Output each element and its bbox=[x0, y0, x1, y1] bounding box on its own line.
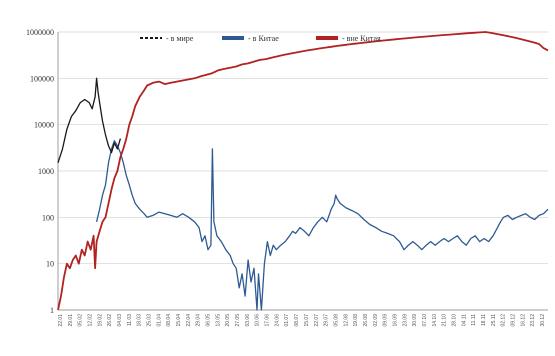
x-tick-label: 05.08 bbox=[333, 314, 339, 327]
x-tick-label: 08.07 bbox=[294, 314, 300, 327]
gridlines bbox=[57, 31, 548, 311]
plot-area bbox=[57, 31, 549, 311]
x-tick-label: 22.04 bbox=[186, 314, 192, 327]
x-tick-label: 25.11 bbox=[491, 314, 497, 326]
y-tick-label: 10 bbox=[46, 260, 54, 269]
series-line bbox=[57, 77, 122, 164]
x-tick-label: 02.09 bbox=[373, 314, 379, 327]
x-tick-label: 11.03 bbox=[127, 314, 133, 326]
x-tick-label: 03.06 bbox=[245, 314, 251, 327]
x-tick-label: 09.09 bbox=[383, 314, 389, 327]
x-tick-label: 30.09 bbox=[412, 314, 418, 327]
x-tick-label: 16.12 bbox=[520, 314, 526, 327]
x-axis: 22.01 29.01 05.02 12.02 19.02 26.02 04.03 11.03… bbox=[58, 314, 546, 327]
x-tick-label: 13.05 bbox=[215, 314, 221, 327]
legend-label: - в Китае bbox=[248, 34, 279, 43]
x-tick-label: 10.06 bbox=[255, 314, 261, 327]
x-tick-label: 27.05 bbox=[235, 314, 241, 327]
y-tick-label: 1000 bbox=[38, 167, 54, 176]
legend-label: - вне Китая bbox=[342, 34, 381, 43]
x-tick-label: 12.02 bbox=[88, 314, 94, 327]
x-tick-label: 25.03 bbox=[147, 314, 153, 327]
y-tick-label: 10000 bbox=[34, 121, 54, 130]
x-tick-label: 23.12 bbox=[530, 314, 536, 327]
x-tick-label: 30.12 bbox=[540, 314, 546, 327]
x-tick-label: 22.07 bbox=[314, 314, 320, 327]
x-tick-label: 28.10 bbox=[451, 314, 457, 327]
x-tick-label: 17.06 bbox=[265, 314, 271, 327]
x-tick-label: 21.10 bbox=[442, 314, 448, 327]
x-tick-label: 09.12 bbox=[510, 314, 516, 327]
x-tick-label: 23.09 bbox=[402, 314, 408, 327]
x-tick-label: 19.08 bbox=[353, 314, 359, 327]
y-tick-label: 100000 bbox=[30, 74, 54, 83]
x-tick-label: 29.07 bbox=[324, 314, 330, 327]
series-line bbox=[95, 140, 549, 311]
x-tick-label: 11.11 bbox=[471, 314, 477, 326]
x-tick-label: 05.02 bbox=[78, 314, 84, 327]
y-tick-label: 1 bbox=[50, 306, 54, 315]
legend-label: - в мире bbox=[166, 34, 194, 43]
x-tick-label: 15.07 bbox=[304, 314, 310, 327]
x-tick-label: 20.05 bbox=[225, 314, 231, 327]
x-tick-label: 26.08 bbox=[363, 314, 369, 327]
x-tick-label: 15.04 bbox=[176, 314, 182, 327]
x-tick-label: 29.04 bbox=[196, 314, 202, 327]
x-tick-label: 06.05 bbox=[206, 314, 212, 327]
x-tick-label: 12.08 bbox=[343, 314, 349, 327]
x-tick-label: 18.11 bbox=[481, 314, 487, 326]
x-tick-label: 24.06 bbox=[274, 314, 280, 327]
x-tick-label: 02.12 bbox=[501, 314, 507, 327]
x-tick-label: 04.11 bbox=[461, 314, 467, 326]
x-tick-label: 19.02 bbox=[97, 314, 103, 327]
legend: - в мире - в Китае - вне Китая bbox=[140, 34, 381, 43]
x-tick-label: 01.07 bbox=[284, 314, 290, 327]
x-tick-label: 18.03 bbox=[137, 314, 143, 327]
y-tick-label: 100 bbox=[42, 213, 54, 222]
x-tick-label: 22.01 bbox=[58, 314, 64, 327]
y-tick-label: 1000000 bbox=[26, 28, 54, 37]
x-tick-label: 26.02 bbox=[107, 314, 113, 327]
y-axis: 1 10 100 1000 10000 100000 1000000 bbox=[26, 28, 54, 315]
x-tick-label: 07.10 bbox=[422, 314, 428, 327]
x-tick-label: 04.03 bbox=[117, 314, 123, 327]
x-tick-label: 16.09 bbox=[392, 314, 398, 327]
series-line bbox=[57, 31, 549, 311]
x-tick-label: 08.04 bbox=[166, 314, 172, 327]
x-tick-label: 29.01 bbox=[68, 314, 74, 327]
x-tick-label: 01.04 bbox=[156, 314, 162, 327]
x-tick-label: 14.10 bbox=[432, 314, 438, 327]
